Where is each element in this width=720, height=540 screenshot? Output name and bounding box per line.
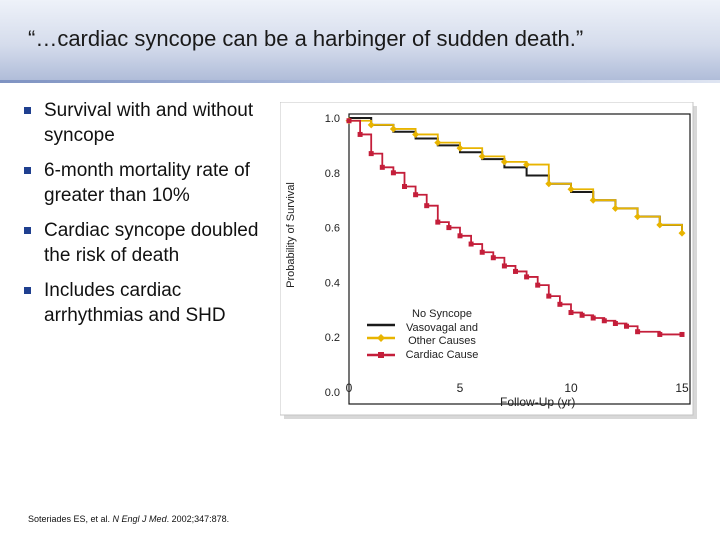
bullet-item: Survival with and without syncope xyxy=(24,98,274,148)
citation-footnote: Soteriades ES, et al. N Engl J Med. 2002… xyxy=(28,514,229,524)
data-point xyxy=(634,213,642,221)
data-point xyxy=(357,131,363,137)
y-tick-label: 0.4 xyxy=(325,277,340,289)
legend-item: Cardiac Cause xyxy=(367,349,478,361)
y-tick-label: 0.2 xyxy=(325,332,340,344)
data-point xyxy=(513,268,518,274)
survival-chart-svg: 0.0 0.2 0.4 0.6 0.8 1.0 0 5 10 15 Follow-Up (yr) Pr… xyxy=(279,101,697,419)
data-point xyxy=(568,310,574,316)
slide-title: “…cardiac syncope can be a harbinger of … xyxy=(28,26,584,51)
data-point xyxy=(446,225,452,231)
x-tick-label: 5 xyxy=(457,381,464,395)
bullet-item: Cardiac syncope doubled the risk of deat… xyxy=(24,218,274,268)
data-point xyxy=(535,282,541,288)
y-tick-label: 1.0 xyxy=(325,113,340,125)
data-point xyxy=(579,312,585,318)
x-axis-label: Follow-Up (yr) xyxy=(500,395,575,409)
data-point xyxy=(390,170,396,176)
data-point xyxy=(635,329,641,335)
data-point xyxy=(590,315,596,321)
data-point xyxy=(524,274,530,280)
data-point xyxy=(523,161,531,169)
data-point xyxy=(624,323,629,329)
data-point xyxy=(657,331,663,337)
data-point xyxy=(679,331,685,337)
data-point xyxy=(500,158,508,166)
y-axis-label: Probability of Survival xyxy=(285,182,297,288)
series-2 xyxy=(346,118,685,337)
bullet-item: Includes cardiac arrhythmias and SHD xyxy=(24,278,274,328)
data-point xyxy=(589,196,597,204)
square-bullet-icon xyxy=(24,107,31,114)
data-point xyxy=(412,130,420,138)
survival-chart: 0.0 0.2 0.4 0.6 0.8 1.0 0 5 10 15 Follow-Up (yr) Pr… xyxy=(279,101,720,432)
slide-header: “…cardiac syncope can be a harbinger of … xyxy=(0,0,720,82)
y-tick-label: 0.6 xyxy=(325,223,340,235)
data-point xyxy=(478,152,486,160)
square-bullet-icon xyxy=(24,287,31,294)
citation-journal: N Engl J Med xyxy=(112,514,167,524)
data-point xyxy=(457,233,463,239)
legend-item: No Syncope xyxy=(367,308,472,327)
data-point xyxy=(479,249,485,255)
data-point xyxy=(456,144,464,152)
square-bullet-icon xyxy=(24,167,31,174)
bullet-text: Includes cardiac arrhythmias and SHD xyxy=(44,280,226,326)
legend-label: Other Causes xyxy=(408,335,476,347)
x-tick-label: 10 xyxy=(564,381,578,395)
bullet-text: 6-month mortality rate of greater than 1… xyxy=(44,160,250,206)
x-tick-label: 0 xyxy=(346,381,353,395)
square-bullet-icon xyxy=(24,227,31,234)
data-point xyxy=(413,192,419,198)
y-tick-label: 0.8 xyxy=(325,168,340,180)
data-point xyxy=(389,125,397,133)
data-point xyxy=(557,301,563,307)
data-point xyxy=(612,321,618,326)
data-point xyxy=(434,139,442,147)
data-point xyxy=(346,118,352,124)
data-point xyxy=(567,185,575,193)
x-tick-label: 15 xyxy=(675,381,689,395)
header-divider xyxy=(0,80,720,83)
bullet-text: Survival with and without syncope xyxy=(44,100,254,146)
data-point xyxy=(546,293,552,299)
bullet-item: 6-month mortality rate of greater than 1… xyxy=(24,158,274,208)
data-point xyxy=(435,219,441,225)
data-point xyxy=(468,241,474,247)
legend-label: Vasovagal and xyxy=(406,322,478,334)
data-point xyxy=(368,151,374,157)
citation-authors: Soteriades ES, et al. xyxy=(28,514,113,524)
data-point xyxy=(490,255,496,261)
legend-label: Cardiac Cause xyxy=(406,349,479,361)
data-point xyxy=(545,180,553,188)
data-point xyxy=(656,221,664,229)
data-point xyxy=(402,184,407,189)
data-point xyxy=(379,164,385,170)
legend-label: No Syncope xyxy=(412,308,472,320)
bullet-text: Cardiac syncope doubled the risk of deat… xyxy=(44,220,259,266)
y-tick-label: 0.0 xyxy=(325,387,340,399)
legend-marker xyxy=(378,352,384,358)
data-point xyxy=(601,318,607,324)
citation-details: . 2002;347:878. xyxy=(166,514,230,524)
data-point xyxy=(678,229,686,237)
data-point xyxy=(424,203,430,209)
legend-marker xyxy=(377,334,385,342)
data-point xyxy=(611,204,619,212)
bullet-list: Survival with and without syncope 6-mont… xyxy=(24,98,274,338)
data-point xyxy=(367,121,375,129)
data-point xyxy=(501,263,507,269)
